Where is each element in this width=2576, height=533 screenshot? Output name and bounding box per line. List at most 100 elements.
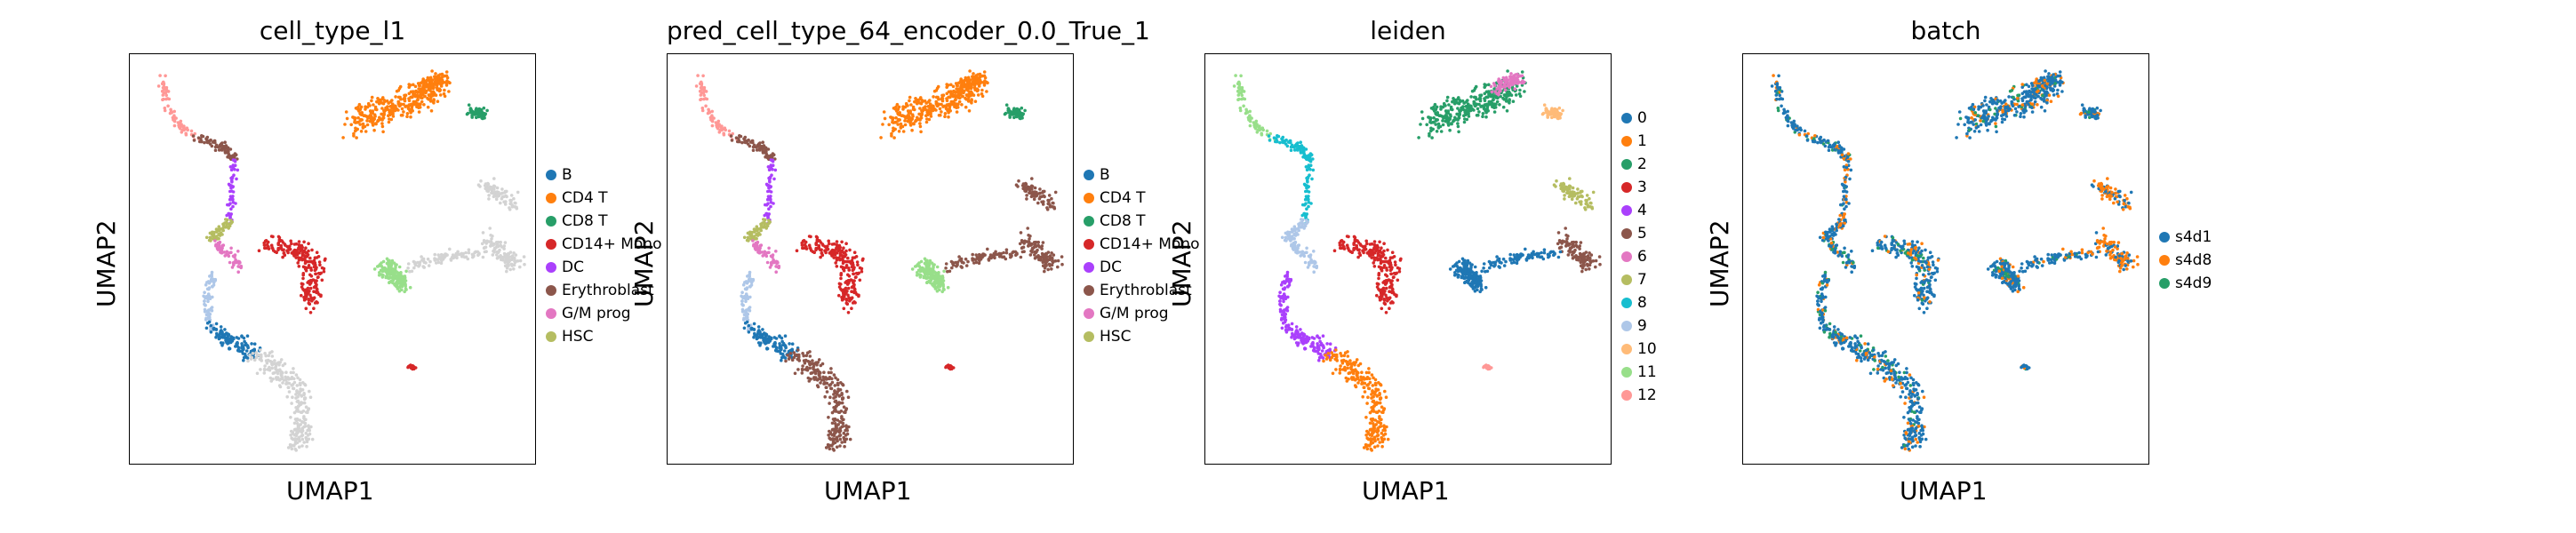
- cell-point: [445, 253, 449, 257]
- cell-point: [293, 251, 297, 255]
- cell-point: [510, 264, 514, 267]
- cell-point: [1382, 242, 1386, 246]
- cell-point: [240, 335, 244, 338]
- cell-point: [299, 249, 303, 253]
- cell-point: [1308, 255, 1312, 259]
- cell-point: [274, 366, 277, 370]
- cell-point: [1050, 257, 1054, 260]
- cell-point: [852, 290, 855, 294]
- cell-point: [1356, 376, 1360, 380]
- cell-point: [214, 322, 219, 326]
- cell-point: [414, 90, 419, 94]
- cell-point: [1033, 186, 1037, 190]
- cell-point: [978, 82, 981, 85]
- cell-point: [1236, 90, 1240, 93]
- cell-point: [377, 101, 381, 106]
- cell-point: [971, 252, 974, 257]
- cell-point: [293, 447, 298, 451]
- cell-point: [776, 260, 780, 265]
- cell-point: [738, 134, 741, 138]
- cell-point: [377, 274, 381, 277]
- legend-marker: [546, 170, 556, 180]
- cell-point: [204, 282, 208, 287]
- cell-point: [1390, 279, 1394, 282]
- cell-point: [1304, 202, 1308, 205]
- cell-point: [937, 114, 941, 117]
- cell-point: [1322, 359, 1325, 363]
- cell-point: [1051, 259, 1054, 263]
- cell-point: [1037, 245, 1042, 249]
- cell-point: [941, 284, 945, 288]
- cell-point: [402, 102, 405, 107]
- cell-point: [935, 265, 940, 269]
- cell-point: [940, 96, 944, 100]
- cell-point: [822, 370, 826, 375]
- cell-point: [412, 100, 416, 104]
- cell-point: [744, 312, 748, 315]
- cell-point: [894, 105, 898, 109]
- cell-point: [296, 399, 300, 403]
- cell-point: [492, 242, 496, 246]
- cell-point: [756, 227, 759, 231]
- cell-point: [834, 248, 838, 251]
- cell-point: [1390, 282, 1394, 287]
- cell-point: [417, 110, 421, 114]
- cell-point: [371, 123, 375, 127]
- cell-point: [248, 354, 252, 357]
- cell-point: [307, 242, 310, 246]
- cell-point: [163, 106, 167, 110]
- cell-point: [1036, 240, 1040, 244]
- cell-point: [754, 244, 757, 249]
- cell-point: [934, 99, 938, 104]
- cell-point: [422, 266, 427, 269]
- cell-point: [943, 112, 948, 115]
- legend-marker: [1084, 331, 1094, 342]
- cell-point: [842, 431, 846, 435]
- cell-point: [745, 314, 748, 318]
- cell-point: [1335, 359, 1339, 362]
- cell-point: [481, 231, 485, 235]
- cell-point: [1305, 207, 1308, 211]
- cell-point: [294, 393, 298, 396]
- cell-point: [835, 404, 838, 408]
- cell-point: [955, 106, 958, 109]
- cell-point: [780, 339, 784, 344]
- cell-point: [858, 278, 862, 282]
- cell-point: [221, 228, 225, 233]
- cell-point: [292, 367, 295, 370]
- cell-point: [489, 187, 492, 191]
- cell-point: [1368, 377, 1372, 381]
- cell-point: [1300, 224, 1304, 227]
- cell-point: [769, 165, 773, 170]
- cell-point: [1285, 306, 1290, 309]
- cell-point: [439, 78, 443, 83]
- cell-point: [1395, 294, 1398, 298]
- cell-point: [840, 298, 844, 302]
- cell-point: [1258, 124, 1261, 128]
- cell-point: [423, 89, 427, 93]
- cell-point: [295, 422, 300, 426]
- cell-point: [225, 145, 228, 148]
- cell-point: [1392, 255, 1396, 259]
- cell-point: [1393, 260, 1397, 264]
- cell-point: [1362, 386, 1366, 390]
- cell-point: [308, 428, 312, 433]
- cell-point: [503, 203, 508, 206]
- cell-point: [1296, 330, 1300, 334]
- cell-point: [1335, 355, 1339, 359]
- cell-point: [384, 269, 388, 274]
- cell-point: [835, 265, 839, 268]
- cell-point: [255, 371, 260, 376]
- cell-point: [492, 185, 497, 188]
- cell-point: [510, 255, 514, 259]
- cell-point: [439, 84, 444, 88]
- cell-point: [1386, 248, 1389, 252]
- cell-point: [852, 267, 856, 271]
- cell-point: [1307, 185, 1310, 188]
- cell-point: [218, 232, 221, 236]
- cell-point: [850, 265, 854, 269]
- cell-point: [1238, 106, 1243, 110]
- cell-point: [470, 114, 474, 118]
- cell-point: [828, 432, 833, 435]
- cell-point: [847, 280, 851, 283]
